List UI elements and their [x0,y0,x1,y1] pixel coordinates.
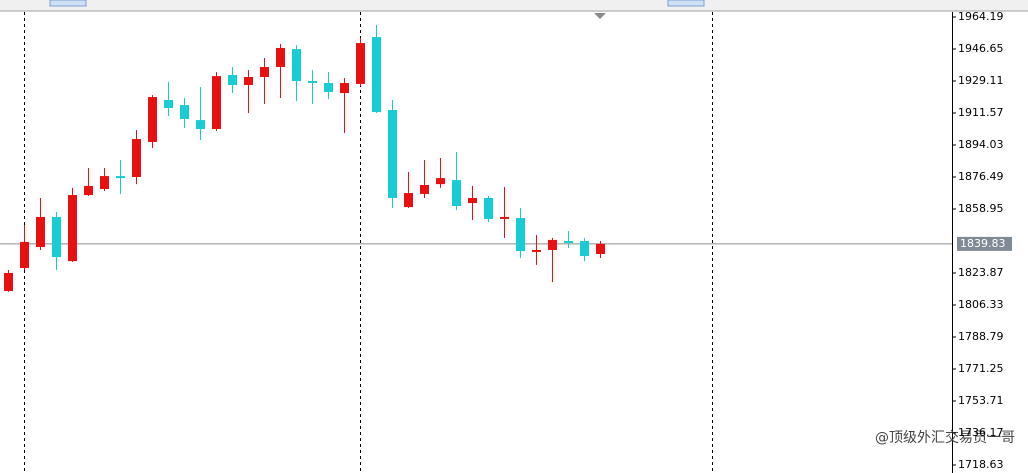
y-tick-label: 1718.63 [958,458,1004,471]
candle-body [324,83,333,92]
y-tick-label: 1946.65 [958,42,1004,55]
candle-body [260,66,269,78]
candle-body [596,243,605,254]
candle-body [196,120,205,130]
candle-body [404,193,413,208]
candle-body [180,105,189,119]
y-tick-label: 1806.33 [958,298,1004,311]
candle-body [340,83,349,94]
watermark: @顶级外汇交易员一哥 [875,429,1015,446]
candle-body [116,176,125,179]
candle-body [228,74,237,86]
candle-body [276,47,285,67]
candle-body [212,76,221,130]
candle-body [4,272,13,292]
toolbar [0,0,1028,11]
y-tick-label: 1964.19 [958,10,1004,23]
candle-body [548,239,557,250]
candle-body [532,249,541,252]
candle-body [132,139,141,177]
candle-body [164,99,173,109]
period-separators [24,12,713,473]
y-tick-label: 1823.87 [958,266,1004,279]
candle-body [356,43,365,84]
y-tick-label: 1894.03 [958,138,1004,151]
candle-body [20,241,29,269]
toolbar-button[interactable] [49,0,87,7]
candle-body [36,216,45,248]
candle-body [500,216,509,219]
y-tick-label: 1771.25 [958,362,1004,375]
current-price-box [957,236,1012,251]
candle-body [484,197,493,219]
candle-body [564,241,573,244]
shift-marker [594,13,606,19]
candle-body [388,110,397,198]
candle-body [420,185,429,194]
candle-body [516,218,525,252]
y-tick-label: 1929.11 [958,74,1004,87]
candle-body [148,97,157,142]
y-tick-label: 1858.95 [958,202,1004,215]
y-tick-label: 1736.17 [958,426,1004,439]
y-tick-label: 1876.49 [958,170,1004,183]
candle-body [84,185,93,196]
candle-body [452,180,461,206]
candle-body [68,195,77,262]
current-price-label: 1839.83 [960,237,1006,250]
candle-body [244,77,253,86]
candle-body [468,197,477,204]
candle-body [292,49,301,82]
candle-body [580,241,589,256]
candle-body [100,176,109,190]
toolbar-button[interactable] [667,0,705,7]
y-tick-label: 1753.71 [958,394,1004,407]
candle-body [372,37,381,113]
y-tick-label: 1911.57 [958,106,1004,119]
candle-body [52,216,61,258]
y-tick-label: 1788.79 [958,330,1004,343]
candle-body [308,81,317,84]
candle-body [436,178,445,185]
